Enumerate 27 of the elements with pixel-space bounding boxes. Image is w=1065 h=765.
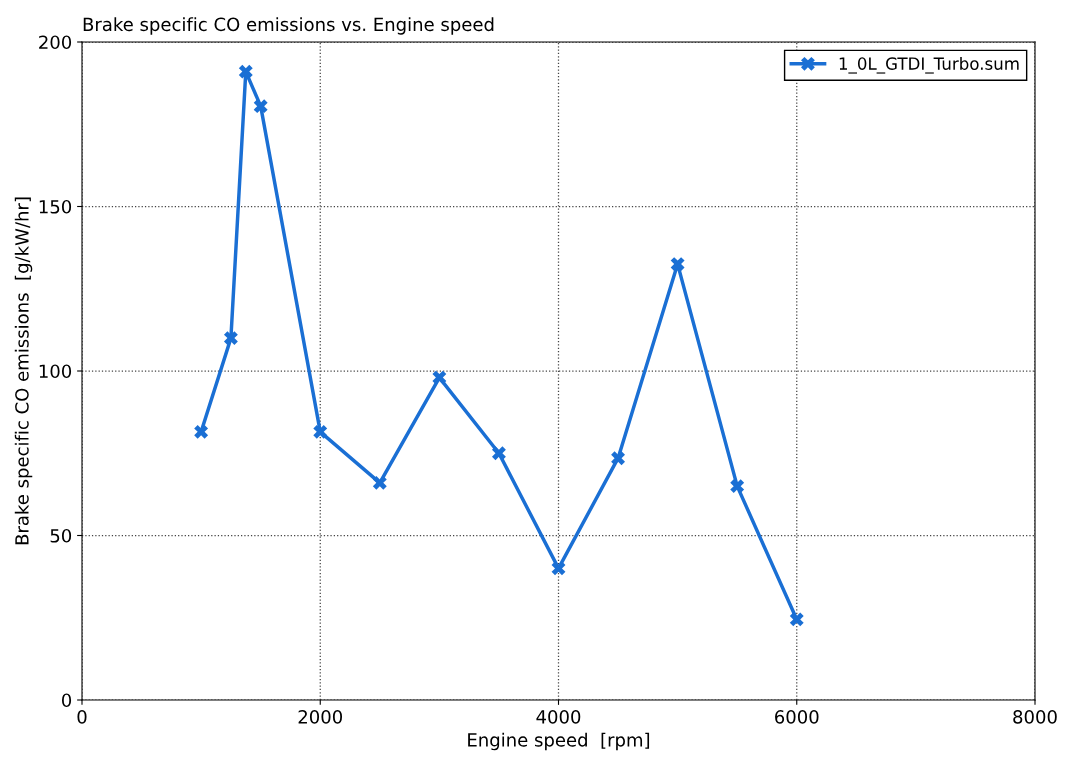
point — [670, 257, 685, 272]
x-tick-label: 0 — [77, 710, 87, 724]
legend-label: 1_0L_GTDI_Turbo.sum — [839, 57, 1019, 74]
point — [611, 451, 626, 466]
y-tick-label: 50 — [50, 528, 72, 543]
x-tick-label: 2000 — [298, 710, 343, 724]
point — [253, 99, 268, 114]
y-tick-label: 0 — [61, 693, 72, 708]
point — [789, 612, 804, 627]
chart-title: Brake specific CO emissions vs. Engine speed — [83, 17, 494, 35]
y-tick-label: 100 — [39, 364, 72, 379]
x-tick-label: 8000 — [1013, 710, 1057, 724]
point — [551, 561, 566, 576]
point — [223, 331, 238, 346]
point — [730, 479, 745, 494]
x-tick-label: 6000 — [775, 710, 819, 724]
point — [432, 370, 447, 385]
y-tick-label: 150 — [39, 199, 72, 214]
point — [372, 475, 387, 490]
point — [194, 424, 209, 439]
point — [313, 424, 328, 439]
point — [238, 64, 253, 79]
y-axis-title: Brake specific CO emissions [g/kW/hr] — [14, 197, 33, 545]
x-tick-label: 4000 — [536, 710, 581, 724]
point — [491, 446, 506, 461]
y-tick-label: 200 — [39, 35, 72, 50]
x-axis-title: Engine speed [rpm] — [468, 732, 650, 751]
